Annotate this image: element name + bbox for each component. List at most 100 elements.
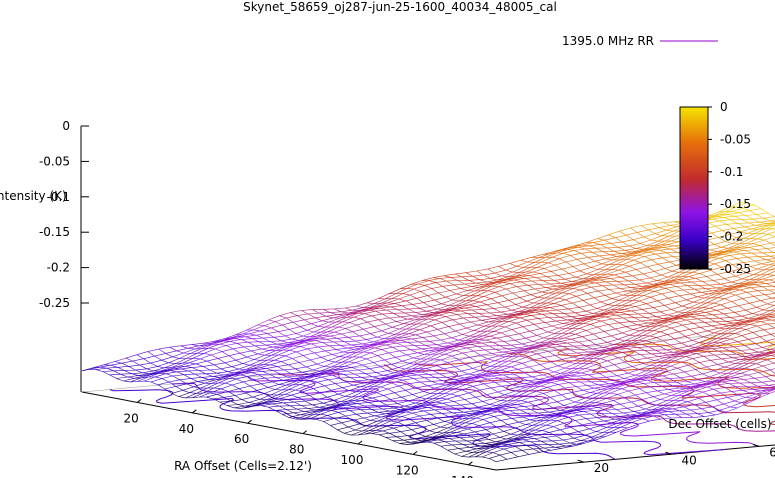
mesh-segment [712,217,724,220]
mesh-segment [666,252,678,254]
mesh-segment [592,369,600,374]
mesh-segment [644,253,656,257]
mesh-segment [742,207,750,211]
mesh-segment [715,225,723,231]
mesh-segment [744,225,756,228]
mesh-segment [378,317,390,320]
mesh-segment [654,268,666,272]
mesh-segment [567,281,579,285]
mesh-segment [182,390,190,393]
mesh-segment [170,370,178,373]
mesh-segment [541,256,553,263]
mesh-segment [335,407,343,409]
mesh-segment [286,409,294,414]
mesh-segment [192,396,200,398]
mesh-segment [321,320,329,323]
mesh-segment [297,315,305,321]
mesh-segment [431,353,439,355]
mesh-segment [647,266,655,272]
mesh-segment [536,335,544,339]
mesh-segment [599,278,611,281]
mesh-segment [186,352,198,359]
mesh-segment [429,363,437,366]
mesh-segment [401,305,409,310]
mesh-segment [615,234,627,238]
mesh-segment [170,368,182,371]
mesh-segment [210,354,219,359]
mesh-segment [730,338,738,342]
mesh-segment [342,316,354,323]
mesh-segment [344,362,356,367]
mesh-segment [702,391,710,396]
mesh-segment [427,314,440,320]
mesh-segment [582,300,591,306]
mesh-segment [389,341,397,344]
mesh-segment [607,247,615,252]
mesh-segment [564,245,576,249]
mesh-segment [136,354,144,359]
mesh-segment [521,450,530,455]
mesh-segment [198,370,206,375]
mesh-segment [766,359,775,364]
mesh-segment [504,365,512,368]
mesh-segment [592,422,601,427]
mesh-segment [252,396,260,400]
mesh-segment [564,422,572,428]
mesh-segment [516,286,525,292]
mesh-segment [718,350,726,355]
mesh-segment [315,338,327,341]
mesh-segment [239,352,248,358]
mesh-segment [580,286,592,291]
mesh-segment [585,308,597,312]
mesh-segment [749,233,762,239]
mesh-segment [466,347,474,352]
mesh-segment [652,223,660,228]
mesh-segment [172,374,184,377]
mesh-segment [271,380,284,383]
mesh-segment [570,316,578,319]
mesh-segment [432,275,444,278]
mesh-segment [370,330,382,334]
mesh-segment [574,312,583,316]
mesh-segment [248,402,256,404]
mesh-segment [625,269,637,273]
mesh-segment [134,375,146,379]
mesh-segment [664,393,672,396]
mesh-segment [741,219,749,224]
mesh-segment [302,335,310,338]
mesh-segment [760,358,768,361]
mesh-segment [637,251,649,256]
mesh-segment [593,269,605,276]
mesh-segment [518,333,526,339]
mesh-segment [497,411,506,415]
mesh-segment [204,353,212,356]
mesh-segment [606,398,614,401]
mesh-segment [375,310,383,315]
mesh-segment [110,364,118,368]
mesh-segment [438,406,446,410]
mesh-segment [377,333,389,338]
mesh-segment [242,363,250,366]
mesh-segment [249,360,261,366]
mesh-segment [670,248,678,253]
mesh-segment [478,425,487,430]
mesh-segment [753,320,761,322]
mesh-segment [243,381,251,387]
mesh-segment [443,273,455,276]
mesh-segment [135,368,147,371]
mesh-segment [130,377,142,383]
mesh-segment [438,314,446,317]
mesh-segment [571,278,583,282]
mesh-segment [349,318,361,323]
mesh-segment [289,346,301,351]
mesh-segment [445,296,453,301]
mesh-segment [552,313,561,318]
mesh-segment [636,269,644,275]
mesh-segment [740,373,748,376]
mesh-segment [496,314,508,316]
mesh-segment [409,294,417,299]
mesh-segment [641,249,653,253]
mesh-segment [165,373,173,377]
mesh-segment [520,260,528,263]
mesh-segment [448,438,456,442]
